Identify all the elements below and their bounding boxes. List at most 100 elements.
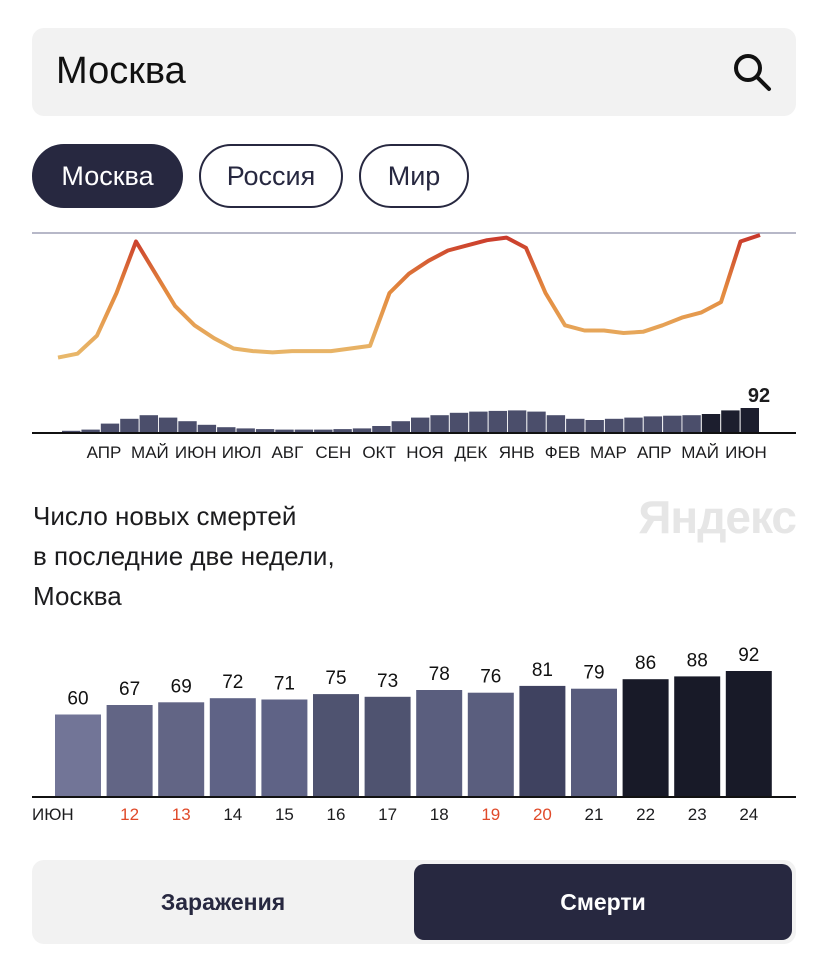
tab-russia[interactable]: Россия <box>199 144 343 208</box>
bar-value-label: 72 <box>222 672 243 693</box>
daily-bar <box>566 418 585 432</box>
bar <box>725 671 772 796</box>
daily-bar <box>352 428 372 432</box>
yandex-logo: Яндекс <box>638 491 797 543</box>
daily-bar <box>488 410 507 432</box>
month-label: ОКТ <box>362 443 396 462</box>
month-label: АПР <box>87 443 122 462</box>
bar-value-label: 88 <box>687 650 708 671</box>
bar-x-label: 23 <box>688 805 707 824</box>
bar <box>106 705 153 796</box>
daily-bar <box>507 410 527 432</box>
daily-bar <box>721 410 740 432</box>
daily-bar <box>604 418 624 432</box>
daily-bar <box>275 429 294 432</box>
trend-line <box>57 233 761 360</box>
bar-value-label: 78 <box>429 664 450 685</box>
daily-bar <box>624 417 643 432</box>
daily-bar <box>372 426 391 432</box>
daily-bar <box>120 418 139 432</box>
daily-bar <box>333 429 352 432</box>
metric-toggle: Заражения Смерти <box>32 860 796 944</box>
latest-value-label: 92 <box>748 385 770 407</box>
bar-x-label: 19 <box>481 805 500 824</box>
daily-bar <box>294 429 314 432</box>
daily-bar <box>81 429 100 432</box>
month-label: НОЯ <box>406 443 443 462</box>
month-label: ФЕВ <box>545 443 581 462</box>
bar <box>364 696 411 796</box>
daily-bar <box>701 414 721 432</box>
bar-x-label: 18 <box>430 805 449 824</box>
daily-bar <box>643 416 663 432</box>
search-field[interactable]: Москва <box>32 28 796 116</box>
daily-bar <box>236 428 255 432</box>
daily-bar <box>62 430 81 432</box>
daily-bar <box>663 415 682 432</box>
bar <box>467 692 514 796</box>
bar-x-label: ИЮН <box>32 805 74 824</box>
month-label: МАР <box>590 443 627 462</box>
bar <box>622 679 669 796</box>
bar <box>55 714 101 796</box>
bar <box>313 694 359 796</box>
bar-value-label: 76 <box>480 667 501 688</box>
caption-line: Москва <box>33 581 122 611</box>
bar-x-label: 16 <box>327 805 346 824</box>
bar-value-label: 79 <box>583 663 604 684</box>
daily-bar <box>255 429 275 432</box>
month-label: ИЮН <box>725 443 767 462</box>
month-label: МАЙ <box>131 443 169 462</box>
toggle-infections[interactable]: Заражения <box>160 889 286 915</box>
tab-world[interactable]: Мир <box>359 144 469 208</box>
bar-x-label: 15 <box>275 805 294 824</box>
daily-bar <box>740 408 759 432</box>
daily-bar <box>682 415 701 432</box>
bar-x-label: 21 <box>585 805 604 824</box>
bar <box>416 690 463 796</box>
daily-bar <box>178 421 197 432</box>
daily-bar <box>139 415 158 432</box>
bar <box>571 688 617 796</box>
daily-bar <box>546 415 566 432</box>
daily-bar <box>585 420 604 432</box>
bar-value-label: 92 <box>738 645 759 666</box>
bar-value-label: 81 <box>532 660 553 681</box>
daily-bar <box>100 423 120 432</box>
daily-bar <box>430 415 449 432</box>
search-icon[interactable] <box>732 52 772 92</box>
tab-moscow[interactable]: Москва <box>32 144 183 208</box>
bar-value-label: 86 <box>635 653 656 674</box>
bar-x-label: 14 <box>223 805 242 824</box>
daily-bar <box>197 424 217 432</box>
bar-value-label: 60 <box>67 689 88 710</box>
bar-value-label: 67 <box>119 679 140 700</box>
daily-bar <box>411 417 430 432</box>
month-label: ДЕК <box>455 443 488 462</box>
bar-x-label: 22 <box>636 805 655 824</box>
bar <box>674 676 721 796</box>
bar-value-label: 75 <box>325 668 346 689</box>
bar-value-label: 71 <box>274 674 295 695</box>
deaths-bar-chart: 60 ИЮН 67 12 69 13 72 14 71 15 75 16 73 17 78 18 76 19 81 2… <box>32 645 796 824</box>
daily-bar <box>449 412 469 432</box>
month-label: ИЮН <box>175 443 217 462</box>
month-label: ИЮЛ <box>222 443 262 462</box>
bar-x-label: 24 <box>739 805 758 824</box>
month-label: ЯНВ <box>499 443 535 462</box>
bar <box>261 699 308 796</box>
daily-bar <box>391 421 410 432</box>
bar-value-label: 69 <box>171 676 192 697</box>
bar <box>519 685 566 796</box>
bar-value-label: 73 <box>377 671 398 692</box>
daily-bar <box>527 411 546 432</box>
bar-x-label: 17 <box>378 805 397 824</box>
bar <box>209 698 256 796</box>
search-input[interactable]: Москва <box>56 50 186 92</box>
month-label: АВГ <box>271 443 303 462</box>
daily-bar <box>314 429 333 432</box>
month-label: МАЙ <box>681 443 719 462</box>
toggle-deaths[interactable]: Смерти <box>414 864 792 940</box>
daily-bar <box>158 417 178 432</box>
bar-x-label: 20 <box>533 805 552 824</box>
